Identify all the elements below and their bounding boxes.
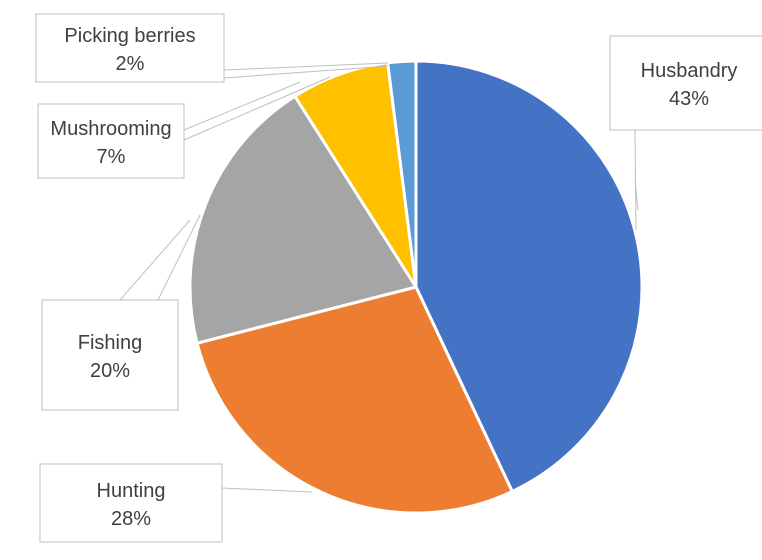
pie-slice-hunting — [195, 285, 515, 515]
pie-slices — [188, 59, 644, 515]
leader-line — [223, 62, 389, 71]
leader-line — [183, 76, 331, 141]
pie-slice-husbandry — [414, 59, 644, 494]
leader-line — [221, 487, 313, 493]
data-label-box — [37, 103, 185, 179]
data-label-box — [39, 463, 223, 543]
data-label-category: Hunting — [97, 480, 166, 502]
data-label-category: Husbandry — [641, 60, 738, 82]
leader-line — [183, 81, 301, 131]
leader-line — [119, 219, 191, 301]
data-label-husbandry: Husbandry 43% — [609, 35, 762, 131]
data-label-hunting: Hunting 28% — [39, 463, 223, 543]
data-label-mushrooming: Mushrooming 7% — [37, 103, 185, 179]
data-label-picking-berries: Picking berries 2% — [35, 13, 225, 83]
leader-line — [223, 65, 389, 79]
leader-lines — [119, 62, 639, 493]
data-label-value: 7% — [97, 146, 126, 168]
pie-slice-fishing — [188, 94, 419, 346]
data-label-fishing: Fishing 20% — [41, 299, 179, 411]
data-label-value: 43% — [669, 88, 709, 110]
data-label-value: 28% — [111, 508, 151, 530]
data-label-category: Picking berries — [64, 25, 195, 47]
leader-line — [157, 214, 201, 301]
data-label-callouts: Husbandry 43% Hunting 28% Fishing 20% Mushroom… — [35, 13, 762, 543]
data-label-value: 20% — [90, 360, 130, 382]
leader-line — [634, 179, 639, 211]
data-label-box — [609, 35, 762, 131]
data-label-value: 2% — [116, 53, 145, 75]
data-label-box — [41, 299, 179, 411]
data-label-category: Mushrooming — [50, 118, 171, 140]
data-label-category: Fishing — [78, 332, 142, 354]
data-label-box — [35, 13, 225, 83]
